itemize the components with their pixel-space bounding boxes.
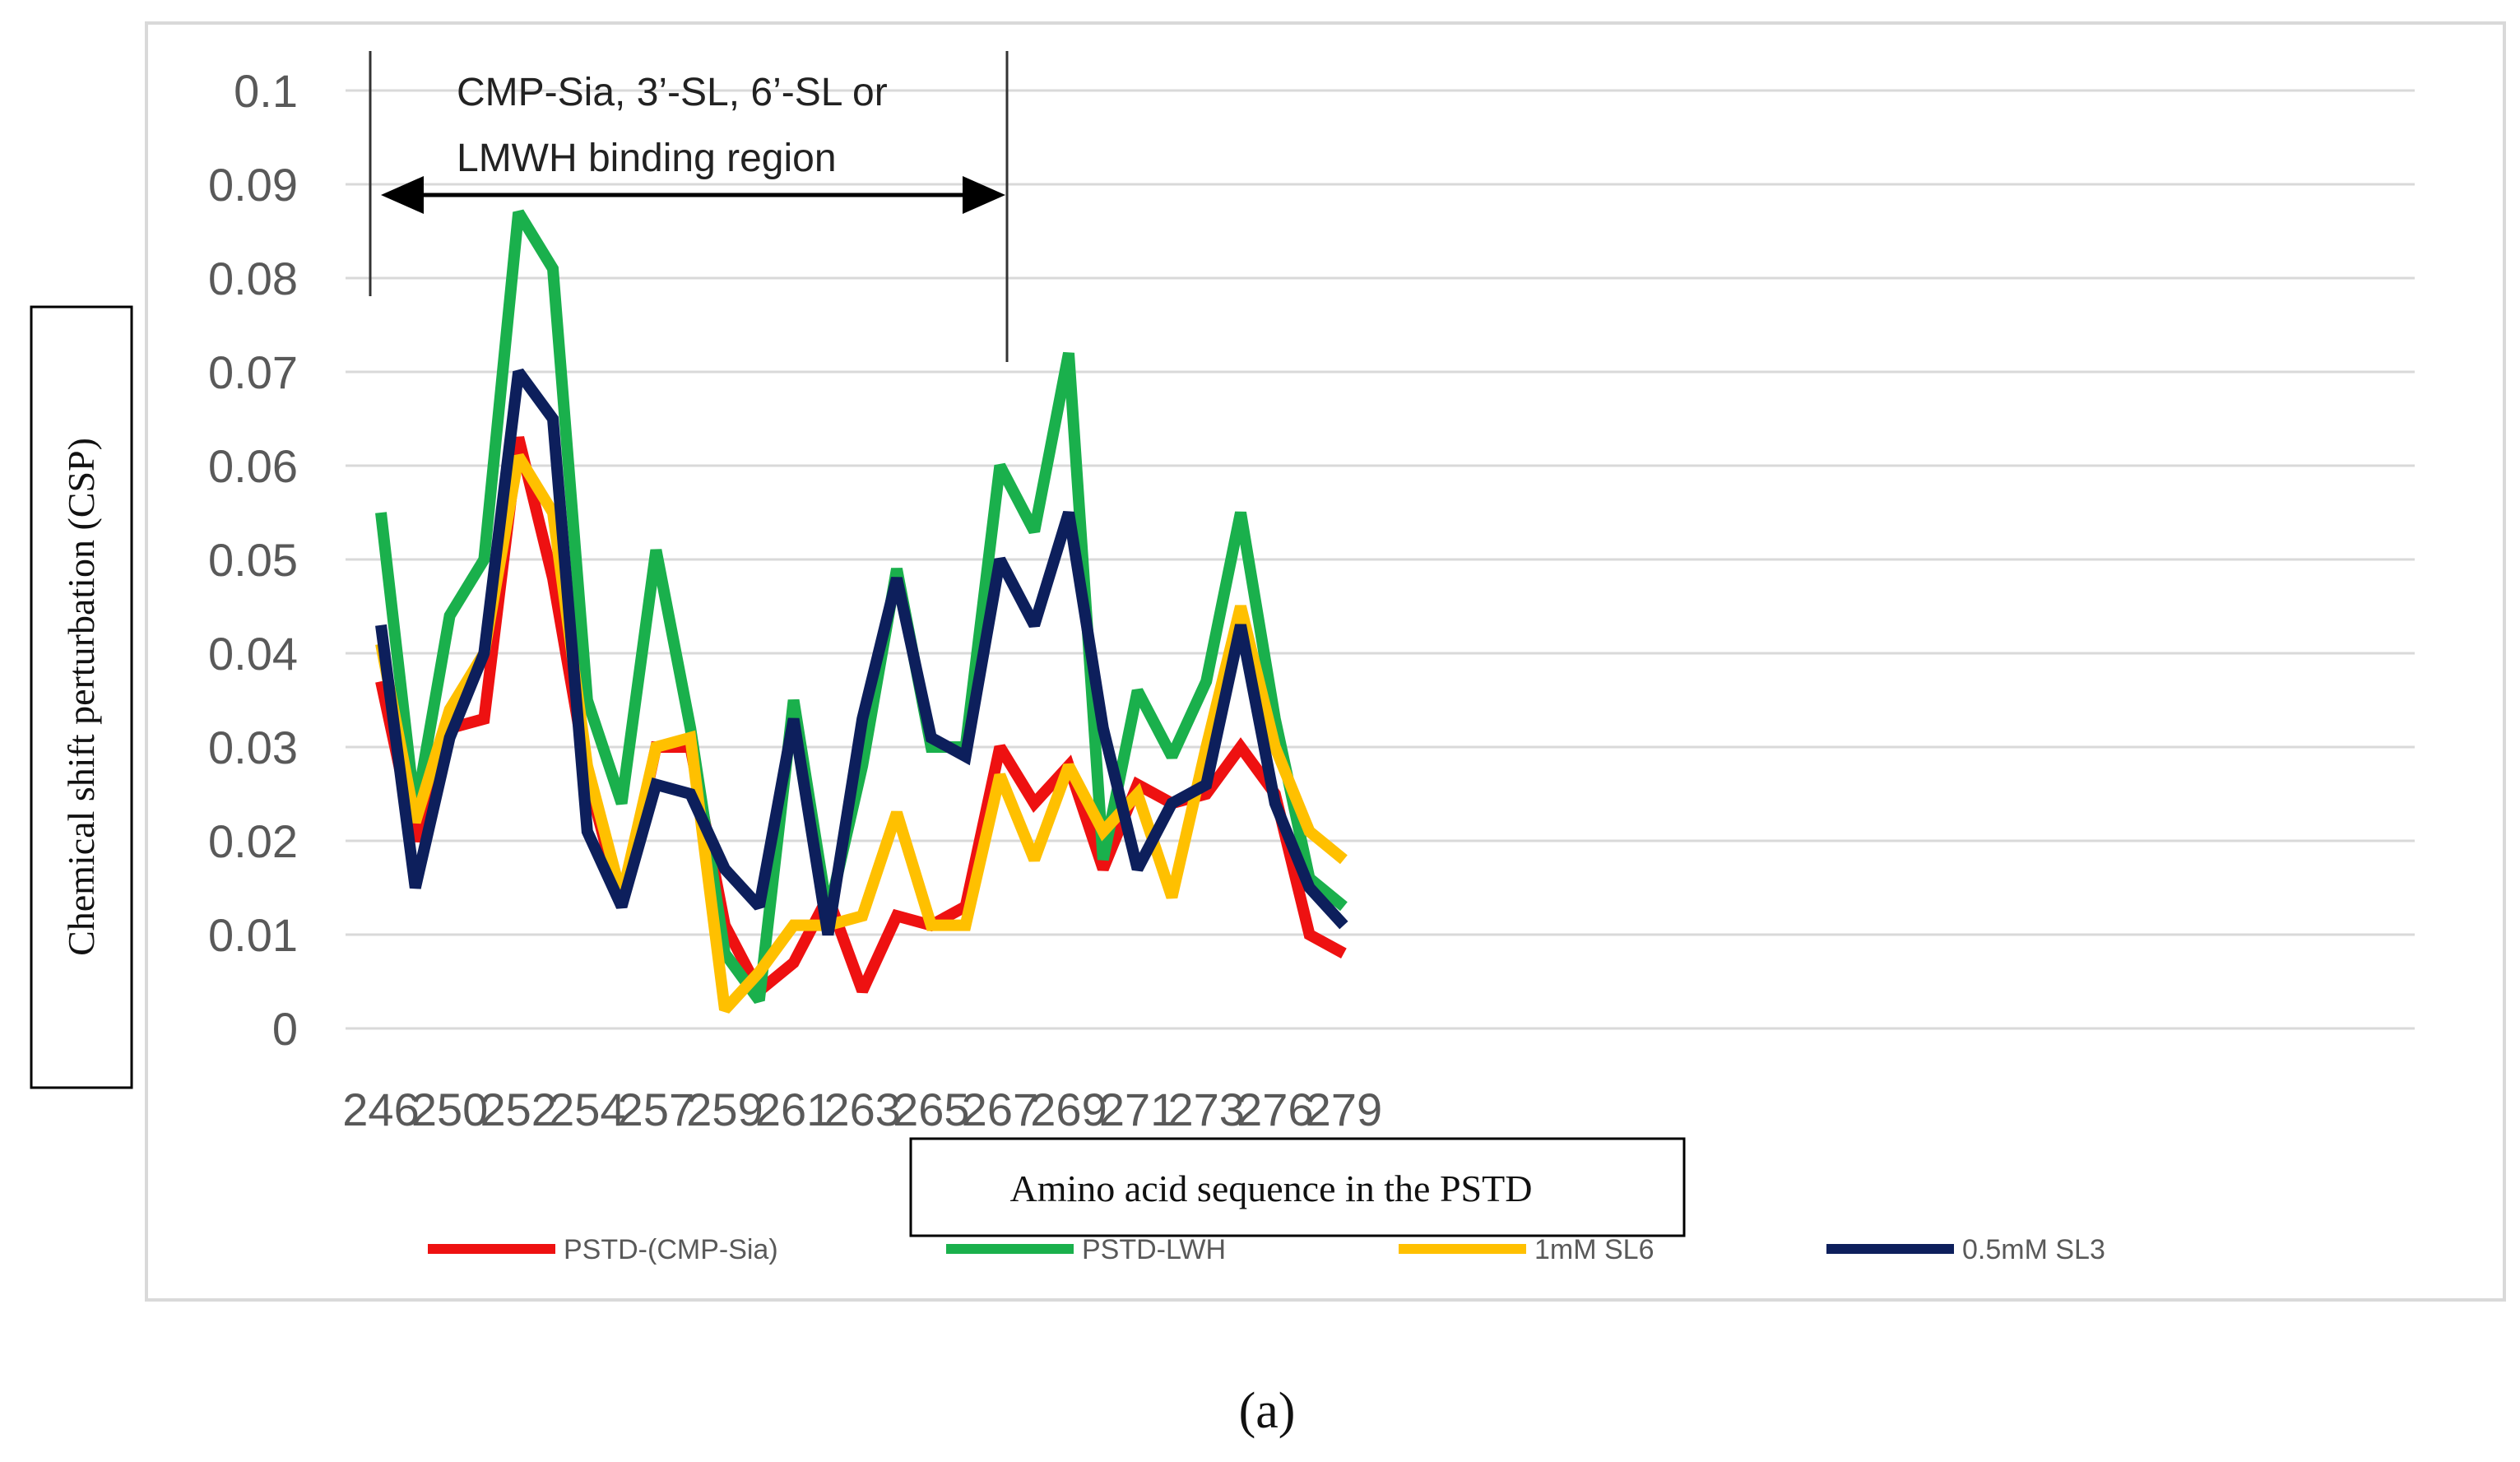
y-tick-label: 0.03 bbox=[208, 722, 298, 773]
x-tick-label: 276 bbox=[1237, 1084, 1313, 1135]
x-tick-label: 271 bbox=[1099, 1084, 1176, 1135]
y-tick-label: 0.08 bbox=[208, 253, 298, 304]
x-tick-label: 250 bbox=[411, 1084, 488, 1135]
legend-label-2: PSTD-LWH bbox=[1082, 1234, 1226, 1265]
series-line-3 bbox=[375, 453, 1348, 1014]
x-tick-label: 279 bbox=[1306, 1084, 1382, 1135]
y-tick-label: 0.02 bbox=[208, 815, 298, 867]
annotation-line-1: CMP-Sia, 3’-SL, 6’-SL or bbox=[457, 71, 888, 114]
y-tick-label: 0.07 bbox=[208, 346, 298, 398]
annotation-line-2: LMWH binding region bbox=[457, 137, 837, 180]
x-tick-label: 273 bbox=[1167, 1084, 1244, 1135]
legend-label-3: 1mM SL6 bbox=[1534, 1234, 1654, 1265]
y-tick-label: 0.06 bbox=[208, 440, 298, 492]
x-tick-label: 261 bbox=[755, 1084, 832, 1135]
binding-region-annotation: CMP-Sia, 3’-SL, 6’-SL or LMWH binding re… bbox=[369, 51, 1009, 362]
x-tick-label: 259 bbox=[686, 1084, 763, 1135]
figure-caption: (a) bbox=[1239, 1383, 1296, 1439]
region-arrow-right-head bbox=[963, 176, 1005, 214]
y-axis-title-box: Chemical shift perturbation (CSP) bbox=[30, 305, 133, 1089]
y-axis-ticks: 0 0.01 0.02 0.03 0.04 0.05 0.06 0.07 0.08 0.09 0.1 bbox=[208, 65, 298, 1055]
x-tick-label: 257 bbox=[618, 1084, 694, 1135]
series-line-2 bbox=[375, 209, 1348, 1004]
x-tick-label: 269 bbox=[1030, 1084, 1107, 1135]
y-axis-title: Chemical shift perturbation (CSP) bbox=[60, 438, 102, 956]
x-tick-label: 246 bbox=[342, 1084, 419, 1135]
gridlines bbox=[346, 89, 2415, 1030]
x-tick-label: 263 bbox=[824, 1084, 900, 1135]
legend-label-1: PSTD-(CMP-Sia) bbox=[564, 1234, 778, 1265]
y-axis-title-frame bbox=[30, 305, 133, 1089]
series-lines bbox=[375, 209, 1348, 1014]
x-tick-label: 252 bbox=[480, 1084, 556, 1135]
y-tick-label: 0.1 bbox=[234, 65, 298, 117]
y-tick-label: 0.09 bbox=[208, 159, 298, 211]
region-arrow-left-head bbox=[381, 176, 424, 214]
x-tick-label: 265 bbox=[893, 1084, 969, 1135]
x-axis-title-frame bbox=[909, 1137, 1686, 1237]
y-tick-label: 0 bbox=[272, 1003, 298, 1055]
x-axis-title-box: Amino acid sequence in the PSTD bbox=[909, 1137, 1686, 1237]
x-tick-label: 254 bbox=[549, 1084, 625, 1135]
y-tick-label: 0.05 bbox=[208, 534, 298, 586]
series-line-4 bbox=[375, 368, 1348, 936]
y-tick-label: 0.04 bbox=[208, 628, 298, 680]
legend: PSTD-(CMP-Sia) PSTD-LWH 1mM SL6 0.5mM SL3 bbox=[428, 1234, 2105, 1265]
x-axis-ticks: 2462502522542572592612632652672692712732… bbox=[342, 1084, 1382, 1135]
legend-label-4: 0.5mM SL3 bbox=[1962, 1234, 2105, 1265]
x-tick-label: 267 bbox=[962, 1084, 1038, 1135]
y-tick-label: 0.01 bbox=[208, 909, 298, 961]
x-axis-title: Amino acid sequence in the PSTD bbox=[1010, 1167, 1533, 1209]
